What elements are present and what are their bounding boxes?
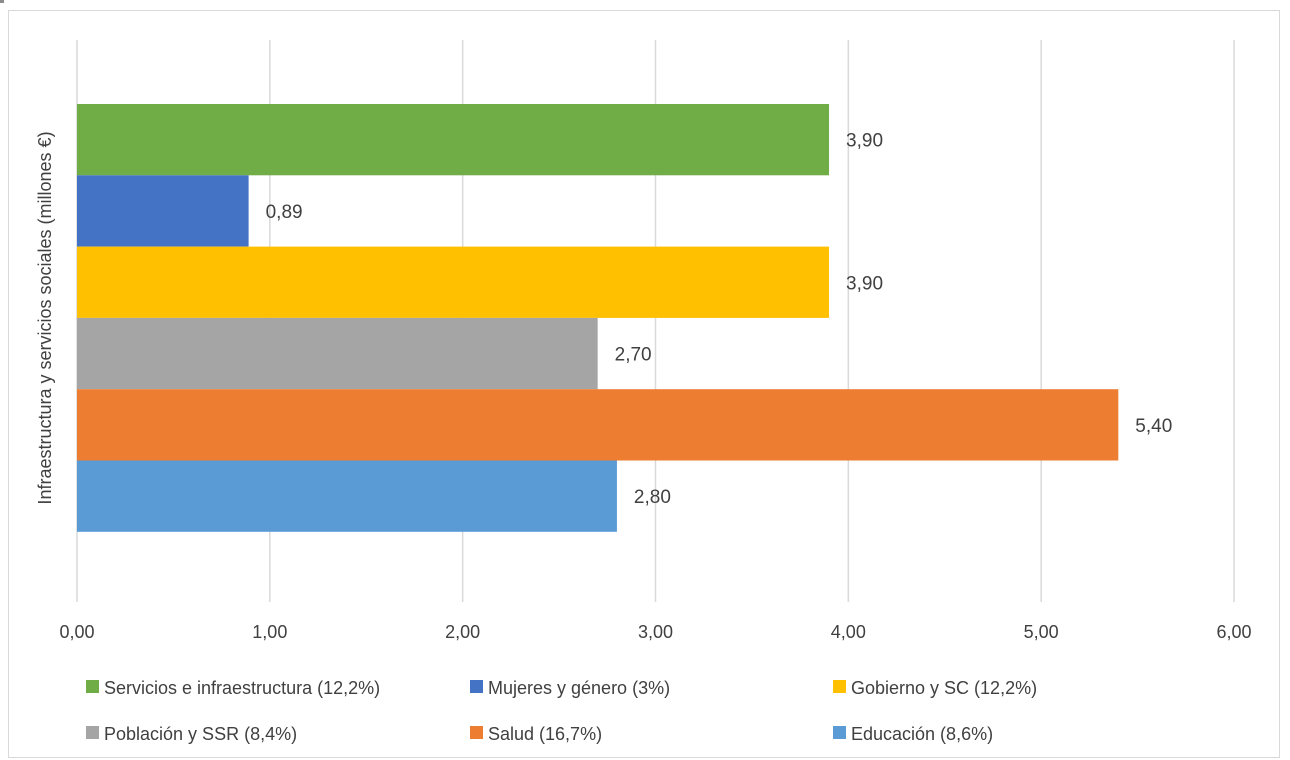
x-tick-label: 4,00	[831, 622, 866, 642]
legend-item: Servicios e infraestructura (12,2%)	[86, 678, 380, 698]
legend-item: Población y SSR (8,4%)	[86, 724, 297, 744]
legend-item: Mujeres y género (3%)	[470, 678, 670, 698]
data-label: 3,90	[846, 131, 883, 152]
legend-label: Salud (16,7%)	[488, 724, 602, 744]
x-tick-label: 6,00	[1216, 622, 1251, 642]
y-axis-title: Infraestructura y servicios sociales (mi…	[35, 131, 55, 504]
legend-label: Servicios e infraestructura (12,2%)	[104, 678, 380, 698]
bar	[77, 317, 598, 390]
data-labels: 3,90 0,89 3,90 2,70 5,40 2,80	[266, 131, 1173, 509]
legend-swatch	[833, 680, 846, 693]
legend-swatch	[86, 680, 99, 693]
x-tick-label: 0,00	[59, 622, 94, 642]
bar	[77, 389, 1119, 461]
corner-mark	[0, 0, 4, 3]
data-label: 0,89	[266, 202, 303, 223]
data-label: 2,80	[634, 487, 671, 508]
legend-label: Población y SSR (8,4%)	[104, 724, 297, 744]
x-tick-label: 3,00	[638, 622, 673, 642]
x-tick-label: 1,00	[252, 622, 287, 642]
bar	[77, 246, 830, 318]
legend-swatch	[470, 680, 483, 693]
legend-swatch	[470, 726, 483, 739]
data-label: 3,90	[846, 273, 883, 294]
legend: Servicios e infraestructura (12,2%) Mujer…	[86, 678, 1037, 744]
legend-swatch	[833, 726, 846, 739]
bars	[77, 104, 1119, 532]
legend-item: Educación (8,6%)	[833, 724, 993, 744]
bar	[77, 460, 617, 532]
bar	[77, 104, 830, 176]
data-label: 5,40	[1135, 416, 1172, 437]
legend-item: Salud (16,7%)	[470, 724, 602, 744]
data-label: 2,70	[615, 345, 652, 366]
bar	[77, 175, 249, 247]
legend-label: Mujeres y género (3%)	[488, 678, 670, 698]
legend-swatch	[86, 726, 99, 739]
legend-item: Gobierno y SC (12,2%)	[833, 678, 1037, 698]
legend-label: Educación (8,6%)	[851, 724, 993, 744]
x-tick-label: 2,00	[445, 622, 480, 642]
x-tick-label: 5,00	[1024, 622, 1059, 642]
legend-label: Gobierno y SC (12,2%)	[851, 678, 1037, 698]
x-tick-labels: 0,00 1,00 2,00 3,00 4,00 5,00 6,00	[59, 622, 1251, 642]
